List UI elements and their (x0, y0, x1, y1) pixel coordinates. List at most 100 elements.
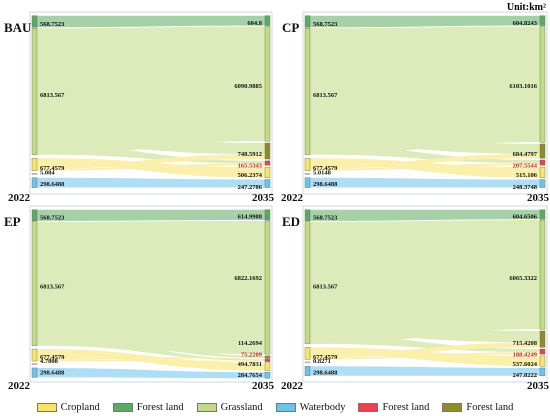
unit-label: Unit:km² (507, 2, 546, 13)
legend-swatch (275, 402, 296, 412)
panels: BAU 568.75236813.567677.45795.004298.6488… (4, 11, 550, 392)
flow-grassland (310, 131, 540, 154)
legend-swatch (442, 402, 463, 412)
flow-grassland (37, 26, 265, 155)
legend: Cropland Forest land Grassland Waterbody For… (0, 398, 550, 416)
node-left-label: 6813.567 (40, 92, 65, 99)
year-right-label: 2035 (527, 380, 550, 392)
node-left-label: 677.4579 (313, 354, 338, 361)
scenario-label: EP (4, 214, 21, 229)
flow-group (310, 15, 540, 188)
flow-waterbody (37, 177, 265, 188)
node-right-grassland (264, 26, 271, 142)
node-left-cropland (31, 157, 38, 171)
year-left-label: 2022 (8, 192, 31, 204)
panel-frame (29, 11, 273, 195)
node-right-label: 114.2694 (238, 340, 263, 347)
flow-forest (310, 209, 540, 221)
node-left-small (31, 173, 38, 175)
scenario-label: CP (282, 20, 299, 35)
flow-group (37, 15, 265, 188)
node-left-label: 298.6488 (40, 181, 65, 188)
node-left-small (304, 173, 311, 175)
year-left-label: 2022 (281, 192, 304, 204)
node-left-forest (31, 15, 38, 28)
flow-cropland (310, 352, 540, 360)
year-right-label: 2035 (252, 380, 275, 392)
legend-item: Forest land (442, 402, 513, 413)
node-right-label: 188.4249 (513, 351, 538, 358)
node-left-waterbody (31, 367, 38, 378)
node-right-label: 248.3748 (513, 184, 538, 191)
node-right-label: 604.8243 (513, 20, 538, 27)
node-right-waterbody (264, 372, 271, 379)
node-left-label: 677.4579 (313, 165, 338, 172)
flow-cropland (310, 153, 540, 169)
node-right-label: 604.8 (247, 20, 262, 27)
node-left-small (304, 361, 311, 364)
panel-frame (302, 11, 548, 195)
node-right-label: 6103.1016 (509, 83, 537, 90)
node-left-grassland (304, 221, 311, 345)
node-right-forest (539, 209, 546, 220)
node-left-cropland (304, 157, 311, 171)
node-right-grassland (539, 26, 546, 143)
node-right-label: 6822.1692 (234, 275, 262, 282)
node-right-forest_olive (539, 143, 546, 159)
flow-cropland (37, 163, 265, 171)
node-left-waterbody (304, 177, 311, 188)
year-left-label: 2022 (8, 380, 31, 392)
node-left-waterbody (31, 177, 38, 188)
legend-swatch (358, 402, 379, 412)
node-left-label: 677.4579 (40, 165, 65, 172)
node-left-grassland (304, 28, 311, 155)
flow-forest (37, 15, 265, 28)
node-right-grassland (539, 219, 546, 330)
node-right-cropland (264, 166, 271, 178)
flow-cropland (310, 342, 540, 358)
node-left-label: 6813.567 (313, 283, 338, 290)
node-left-forest (31, 209, 38, 222)
legend-item: Waterbody (275, 401, 346, 413)
flow-grassland (37, 145, 265, 164)
node-left-label: 568.7523 (313, 215, 338, 222)
flow-grassland (37, 336, 265, 361)
panel-frame (302, 205, 548, 383)
node-right-cropland (264, 362, 271, 371)
flow-group (37, 209, 265, 379)
node-right-waterbody (539, 367, 546, 376)
scenario-label: BAU (4, 20, 32, 35)
node-right-label: 748.5912 (238, 151, 262, 158)
node-right-label: 247.8222 (513, 372, 537, 379)
panel-frame (29, 205, 273, 383)
legend-label: Waterbody (299, 401, 346, 413)
node-left-waterbody (304, 366, 311, 376)
node-right-forest (539, 15, 546, 26)
node-left-forest (304, 15, 311, 28)
node-right-label: 684.4797 (513, 151, 538, 158)
legend-label: Forest land (382, 401, 430, 413)
flow-grassland (310, 321, 540, 343)
node-left-label: 298.6488 (313, 369, 338, 376)
node-right-label: 284.7654 (238, 372, 263, 379)
flow-grassland (37, 220, 265, 355)
flow-grassland (37, 323, 265, 358)
flow-group (310, 209, 540, 376)
node-right-label: 247.2786 (238, 184, 263, 191)
node-left-label: 568.7523 (40, 215, 65, 222)
node-right-forest_olive (264, 142, 271, 160)
node-right-label: 506.2374 (238, 172, 263, 179)
node-right-forest (264, 209, 271, 221)
legend-label: Forest land (136, 401, 184, 413)
flow-waterbody (37, 367, 265, 379)
flow-grassland (310, 220, 540, 344)
node-right-label: 6065.3322 (509, 275, 537, 282)
scenario-label: ED (282, 214, 300, 229)
node-right-cropland (539, 166, 546, 178)
node-right-forest_olive (539, 330, 546, 348)
node-right-label: 614.9988 (238, 214, 263, 221)
flow-cropland (310, 163, 540, 171)
